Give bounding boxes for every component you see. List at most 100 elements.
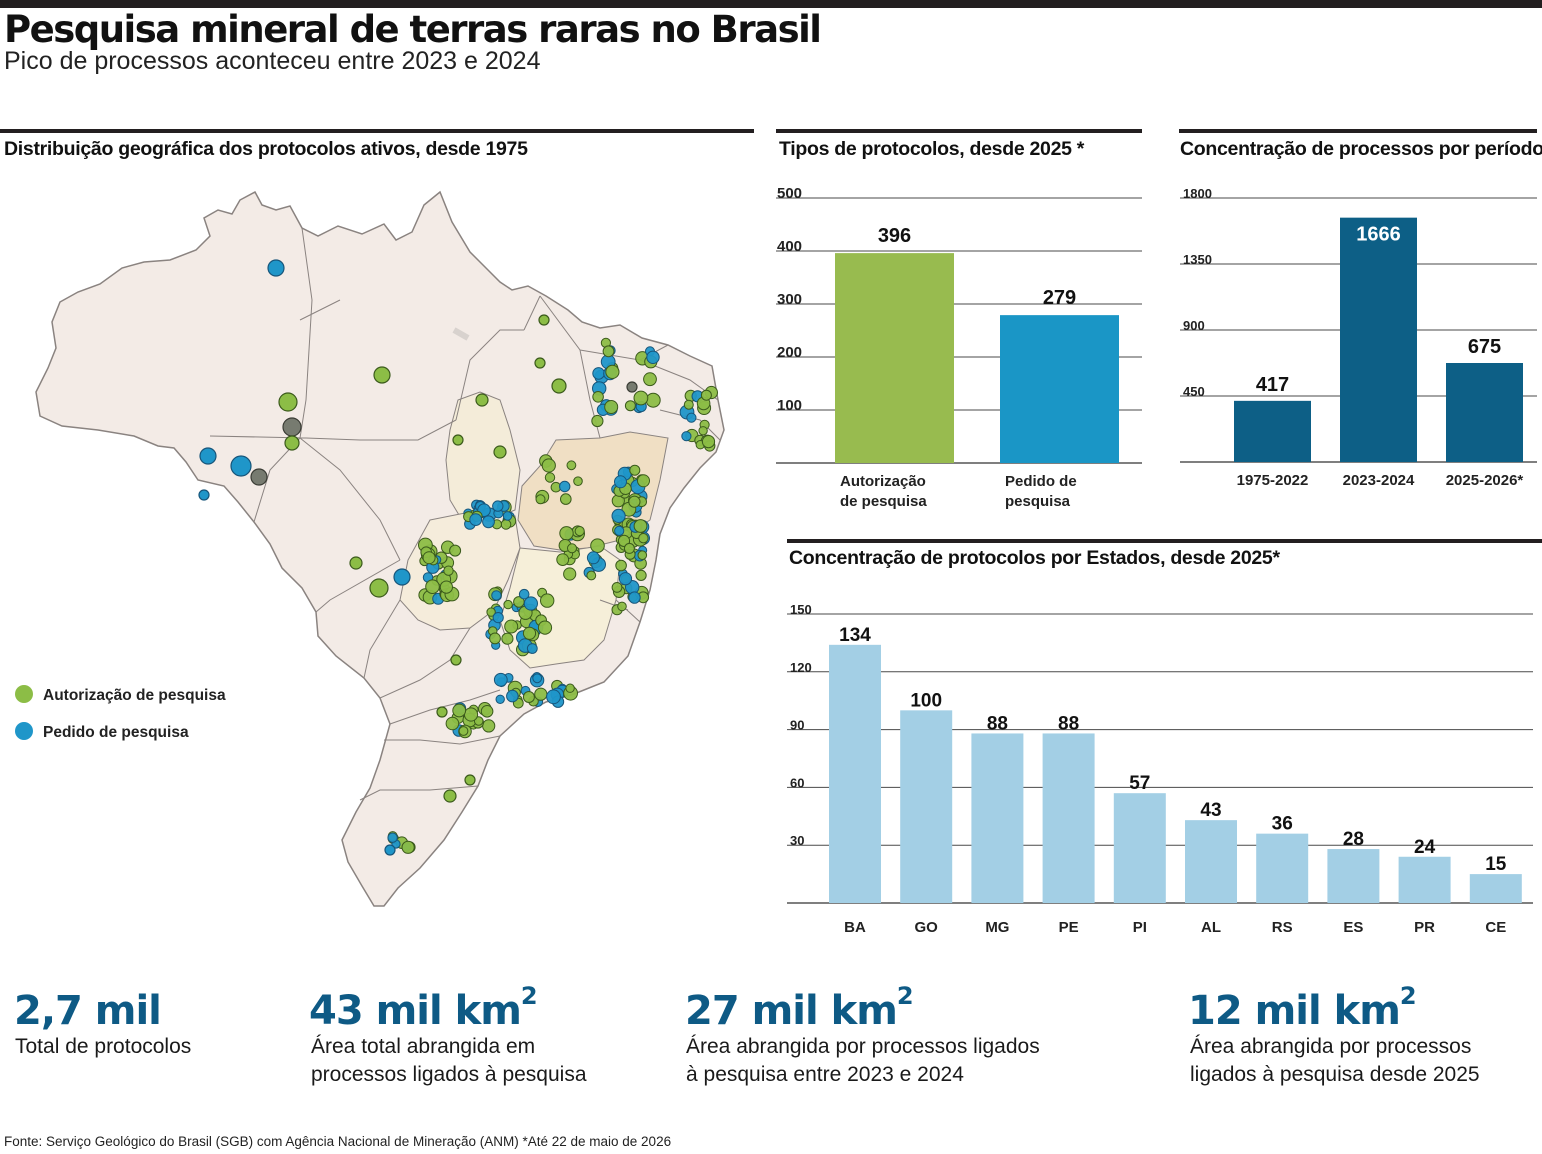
- stat-number: 12 mil km: [1188, 988, 1401, 1034]
- data-label: 88: [1058, 713, 1079, 734]
- y-tick-label: 300: [777, 291, 802, 308]
- x-tick-label: PI: [1133, 919, 1147, 936]
- map-point-autorizacao: [615, 559, 627, 572]
- map-point-autorizacao: [445, 716, 460, 731]
- bar: [1340, 217, 1417, 462]
- map-water-mark: [452, 327, 470, 341]
- map-point-autorizacao: [452, 703, 467, 718]
- legend-item-autorizacao: Autorização de pesquisa: [15, 685, 226, 705]
- map-point-autorizacao: [617, 601, 627, 612]
- y-tick-label: 150: [790, 602, 812, 617]
- map-title: Distribuição geográfica dos protocolos a…: [4, 138, 528, 160]
- data-label: 28: [1343, 829, 1364, 850]
- map-point-autorizacao: [611, 582, 623, 593]
- y-tick-label: 200: [777, 344, 802, 361]
- map-point-autorizacao: [450, 654, 462, 666]
- data-label: 134: [839, 625, 871, 646]
- map-point-pedido: [681, 431, 692, 442]
- map-point-autorizacao: [501, 632, 514, 645]
- map-point-autorizacao: [560, 493, 572, 505]
- x-tick-label: PE: [1059, 919, 1079, 936]
- map-point-pedido: [495, 694, 505, 704]
- map-points: [198, 259, 719, 856]
- map-point-autorizacao: [626, 381, 638, 393]
- map-point-autorizacao: [436, 706, 448, 718]
- y-tick-label: 90: [790, 718, 804, 733]
- stat-desc-area-2023: Área abrangida por processos ligados à pe…: [686, 1033, 1040, 1089]
- map-rule: [0, 129, 754, 133]
- map-country-outline: [35, 190, 725, 907]
- x-tick-label: 1975-2022: [1237, 472, 1309, 489]
- map-point-autorizacao: [574, 526, 585, 537]
- map-point-pedido: [586, 551, 600, 565]
- map-point-pedido: [518, 588, 530, 600]
- y-tick-label: 400: [777, 238, 802, 255]
- legend-blue-dot: [15, 722, 33, 740]
- map-point-autorizacao: [633, 519, 648, 533]
- stat-number: 27 mil km: [685, 988, 898, 1034]
- map-point-pedido: [523, 596, 539, 611]
- map-point-pedido: [387, 832, 398, 843]
- stat-desc-line: Total de protocolos: [15, 1035, 192, 1058]
- map-point-autorizacao: [629, 464, 641, 476]
- chart1-title: Tipos de protocolos, desde 2025 *: [779, 138, 1085, 160]
- map-point-autorizacao: [369, 578, 389, 598]
- stat-desc-line: Área abrangida por processos ligados: [686, 1035, 1040, 1058]
- map-point-pedido: [618, 572, 633, 586]
- chart3-title: Concentração de protocolos por Estados, …: [789, 547, 1280, 569]
- map-point-autorizacao: [573, 476, 583, 487]
- chart3-rule: [787, 539, 1542, 543]
- map-point-autorizacao: [452, 434, 464, 446]
- map-point-autorizacao: [566, 460, 577, 471]
- map-point-autorizacao: [278, 392, 298, 412]
- map-point-autorizacao: [493, 445, 507, 459]
- map-point-pedido: [267, 259, 285, 277]
- map-point-autorizacao: [590, 538, 605, 554]
- map-point-pedido: [469, 513, 483, 526]
- map-point-pedido: [493, 672, 508, 687]
- stat-value-area-2023: 27 mil km2: [685, 984, 914, 1034]
- data-label: 15: [1485, 854, 1507, 875]
- map-point-autorizacao: [443, 565, 454, 576]
- map-point-autorizacao: [486, 607, 496, 617]
- data-label: 1666: [1356, 224, 1401, 246]
- map-point-pedido: [628, 591, 641, 604]
- map-point-autorizacao: [701, 435, 716, 449]
- map-point-autorizacao: [522, 626, 537, 640]
- map-point-autorizacao: [624, 400, 636, 412]
- map-point-autorizacao: [540, 593, 555, 608]
- map-state-borders: [209, 227, 721, 801]
- map-point-autorizacao: [464, 774, 476, 786]
- map-point-pedido: [532, 673, 543, 684]
- stat-desc-area-2025: Área abrangida por processos ligados à pe…: [1190, 1033, 1480, 1089]
- y-tick-label: 450: [1183, 384, 1205, 399]
- legend-label: Autorização de pesquisa: [43, 687, 226, 705]
- map-point-autorizacao: [551, 378, 567, 394]
- x-tick-label: CE: [1485, 919, 1506, 936]
- y-tick-label: 1800: [1183, 186, 1212, 201]
- bar: [1000, 315, 1119, 463]
- top-bar: [0, 0, 1542, 8]
- map-point-autorizacao: [563, 567, 577, 581]
- data-label: 57: [1129, 773, 1150, 794]
- map-point-pedido: [502, 511, 513, 521]
- map-point-pedido: [686, 412, 697, 423]
- map-point-autorizacao: [605, 364, 620, 379]
- map-point-autorizacao: [628, 495, 641, 508]
- bar: [900, 710, 953, 903]
- map-point-pedido: [492, 612, 504, 624]
- data-label: 417: [1256, 374, 1289, 396]
- map-point-autorizacao: [458, 726, 469, 736]
- y-tick-label: 100: [777, 397, 802, 414]
- y-tick-label: 30: [790, 833, 804, 848]
- bar: [1398, 856, 1451, 903]
- map-point-pedido: [393, 568, 411, 586]
- legend-item-pedido: Pedido de pesquisa: [15, 722, 189, 742]
- map-point-autorizacao: [503, 599, 513, 610]
- map-point-pedido: [559, 480, 571, 493]
- x-tick-label: RS: [1272, 919, 1293, 936]
- map-point-autorizacao: [541, 458, 556, 473]
